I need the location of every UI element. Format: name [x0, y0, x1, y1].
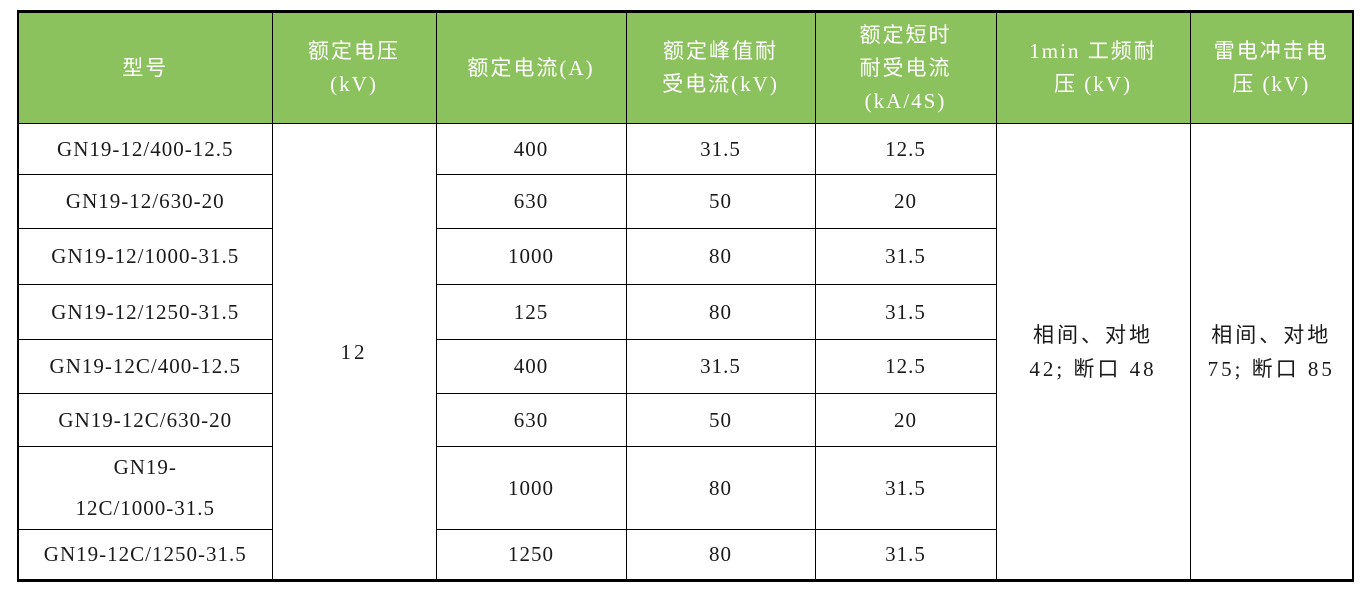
short-time-withstand-cell: 31.5: [814, 529, 997, 581]
header-short-time-withstand: 额定短时 耐受电流 (kA/4S): [814, 11, 997, 124]
peak-withstand-cell: 50: [625, 393, 816, 447]
rated-current-cell: 630: [435, 393, 627, 447]
rated-current-cell: 400: [435, 339, 627, 394]
header-peak-withstand: 额定峰值耐 受电流(kV): [625, 11, 816, 124]
model-cell: GN19-12/1250-31.5: [17, 284, 273, 340]
peak-withstand-cell: 80: [625, 529, 816, 581]
table-row: GN19-12/1250-31.5 125 80 31.5: [17, 284, 1353, 340]
model-cell: GN19-12/1000-31.5: [17, 228, 273, 285]
model-cell: GN19-12C/630-20: [17, 393, 273, 447]
short-time-withstand-cell: 31.5: [814, 284, 997, 340]
header-rated-voltage: 额定电压 (kV): [271, 11, 437, 124]
rated-current-cell: 1250: [435, 529, 627, 581]
lightning-impulse-merged-cell: 相间、对地 75; 断口 85: [1189, 123, 1354, 581]
peak-withstand-cell: 31.5: [625, 339, 816, 394]
short-time-withstand-cell: 20: [814, 174, 997, 229]
model-cell: GN19-12C/400-12.5: [17, 339, 273, 394]
short-time-withstand-cell: 12.5: [814, 339, 997, 394]
rated-current-cell: 125: [435, 284, 627, 340]
table-row: GN19-12C/1250-31.5 1250 80 31.5: [17, 529, 1353, 581]
model-cell: GN19-12C/1250-31.5: [17, 529, 273, 581]
table-header-row: 型号 额定电压 (kV) 额定电流(A) 额定峰值耐 受电流(kV) 额定短时 …: [17, 11, 1354, 124]
rated-current-cell: 400: [435, 123, 627, 175]
peak-withstand-cell: 80: [625, 446, 816, 530]
peak-withstand-cell: 50: [625, 174, 816, 229]
model-cell: GN19-12/630-20: [17, 174, 273, 229]
header-rated-current: 额定电流(A): [435, 11, 627, 124]
model-cell: GN19-12/400-12.5: [17, 123, 273, 175]
table-row: GN19-12/400-12.5 12 400 31.5 12.5 相间、对地 …: [17, 123, 1354, 581]
power-freq-merged-cell: 相间、对地 42; 断口 48: [995, 123, 1191, 581]
rated-voltage-merged-cell: 12: [271, 123, 437, 581]
peak-withstand-cell: 31.5: [625, 123, 816, 175]
rated-current-cell: 1000: [435, 446, 627, 530]
peak-withstand-cell: 80: [625, 228, 816, 285]
short-time-withstand-cell: 12.5: [814, 123, 997, 175]
short-time-withstand-cell: 31.5: [814, 228, 997, 285]
table-row: GN19-12/630-20 630 50 20: [17, 174, 1353, 229]
short-time-withstand-cell: 20: [814, 393, 997, 447]
table-row: GN19-12C/630-20 630 50 20: [17, 393, 1353, 447]
header-model: 型号: [17, 11, 273, 124]
header-power-freq: 1min 工频耐 压 (kV): [995, 11, 1191, 124]
header-lightning-impulse: 雷电冲击电 压 (kV): [1189, 11, 1354, 124]
rated-current-cell: 1000: [435, 228, 627, 285]
short-time-withstand-cell: 31.5: [814, 446, 997, 530]
rated-current-cell: 630: [435, 174, 627, 229]
table-row: GN19-12/1000-31.5 1000 80 31.5: [17, 228, 1353, 285]
switch-spec-table: 型号 额定电压 (kV) 额定电流(A) 额定峰值耐 受电流(kV) 额定短时 …: [17, 10, 1354, 582]
peak-withstand-cell: 80: [625, 284, 816, 340]
model-cell: GN19- 12C/1000-31.5: [17, 446, 273, 530]
table-row: GN19- 12C/1000-31.5 1000 80 31.5: [17, 446, 1353, 530]
